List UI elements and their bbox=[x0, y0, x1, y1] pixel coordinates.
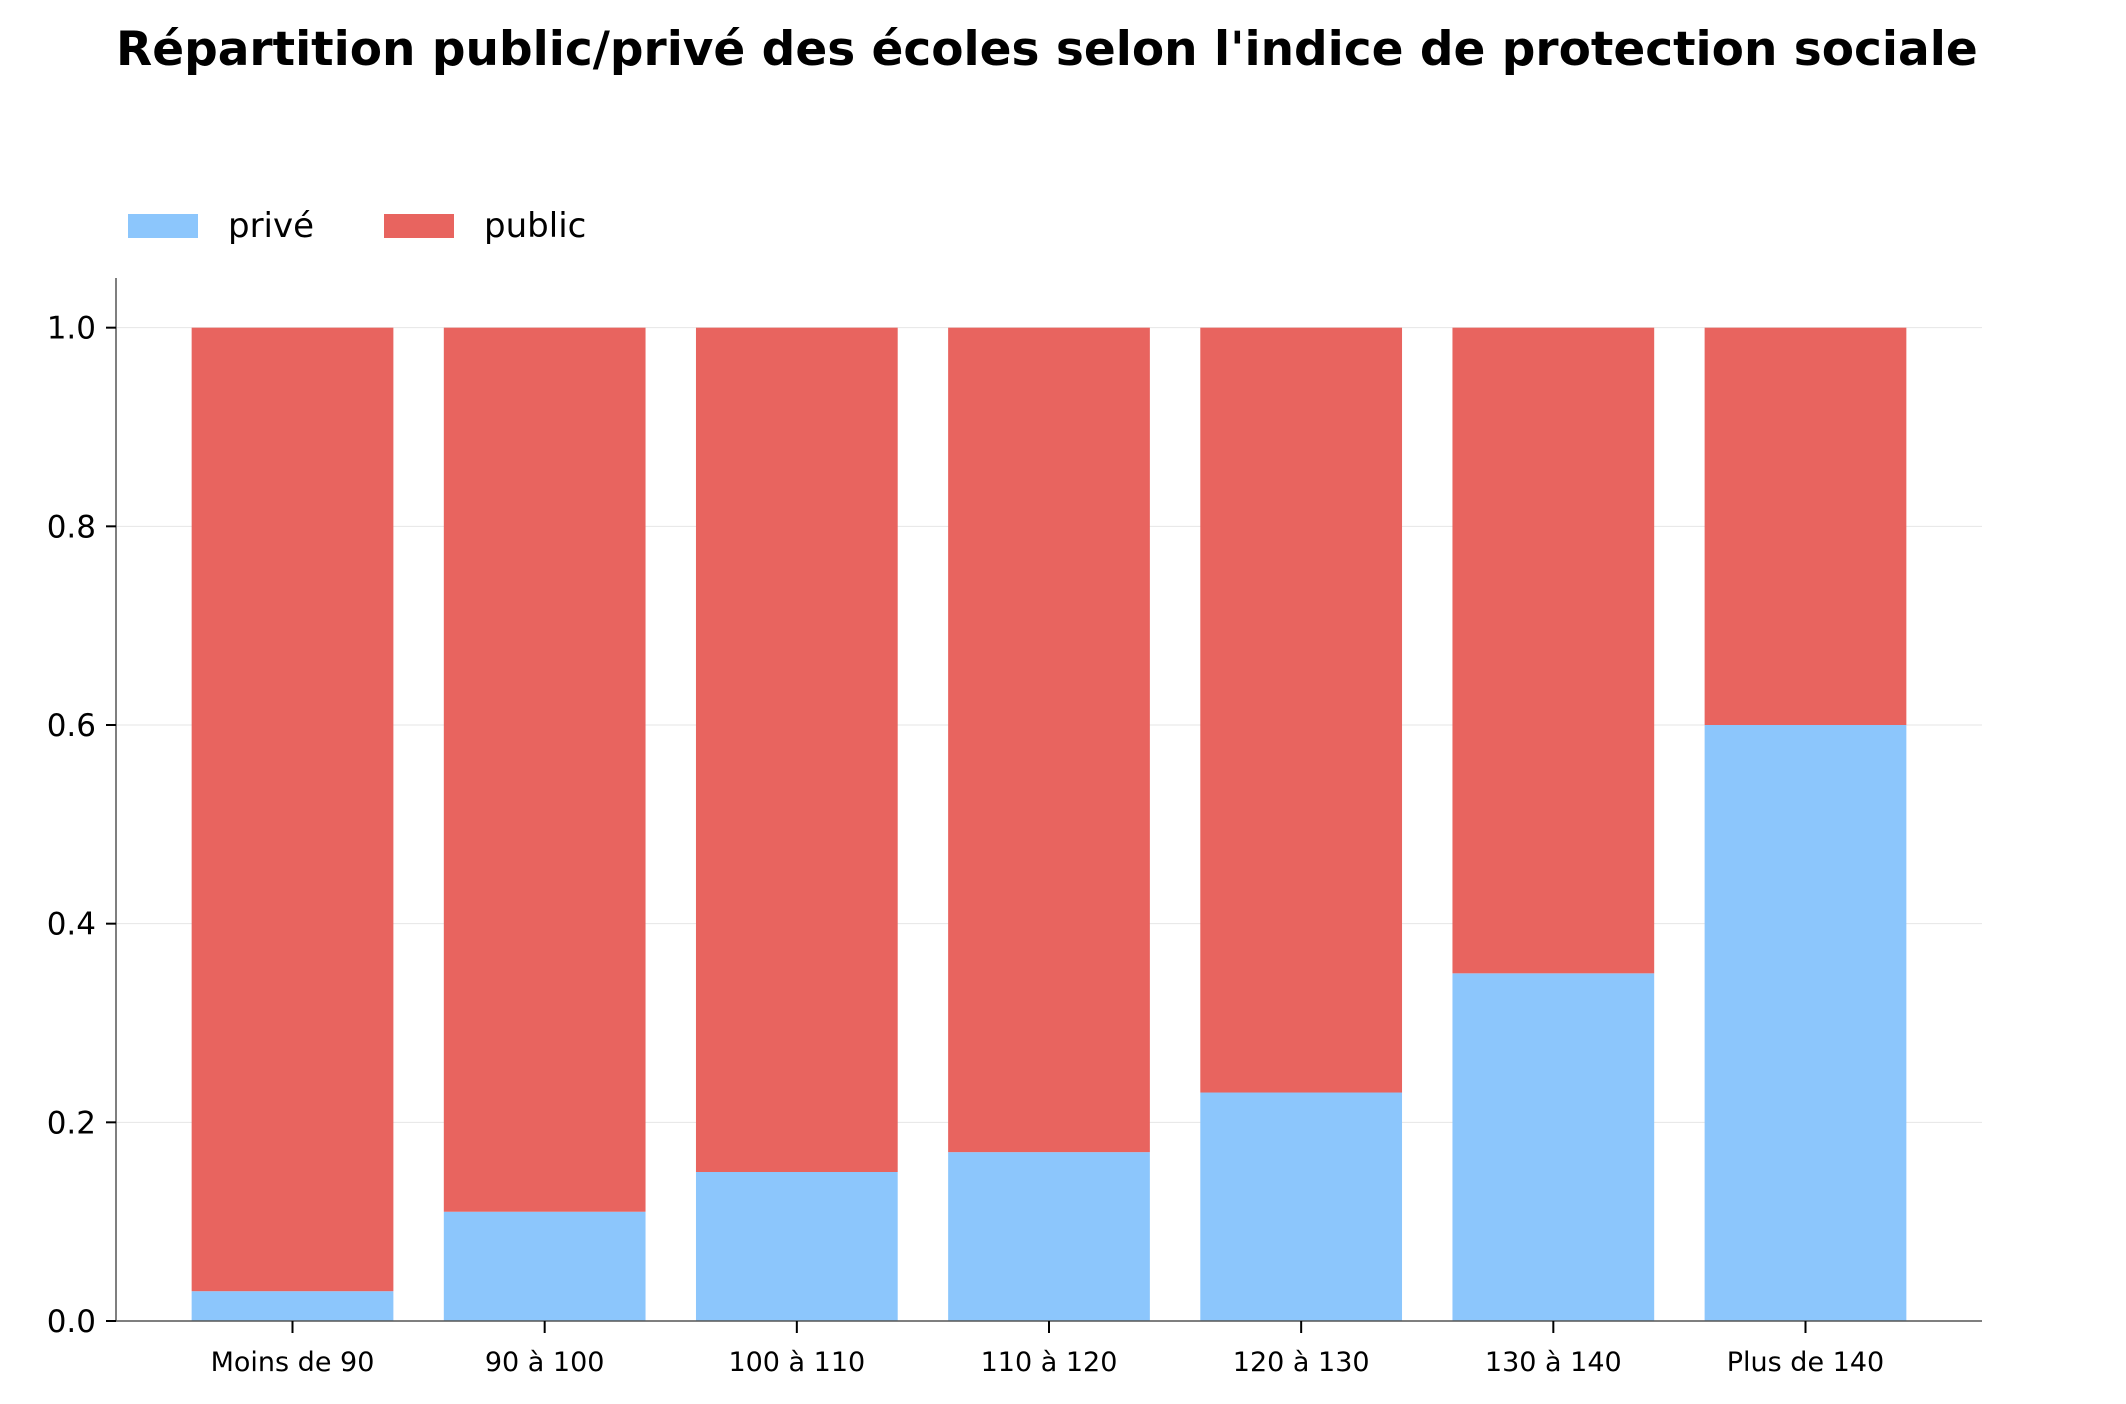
y-tick-label-0: 0.0 bbox=[47, 1304, 96, 1340]
legend-swatch-prive bbox=[128, 214, 198, 238]
chart-title: Répartition public/privé des écoles selo… bbox=[116, 22, 1978, 77]
y-tick-label-4: 0.8 bbox=[47, 509, 96, 545]
x-tick-label-3: 110 à 120 bbox=[981, 1347, 1118, 1378]
x-tick-label-4: 120 à 130 bbox=[1233, 1347, 1370, 1378]
bar-public-3 bbox=[948, 327, 1150, 1153]
legend-item-public: public bbox=[384, 206, 586, 246]
bar-prive-3 bbox=[948, 1152, 1150, 1321]
legend-swatch-public bbox=[384, 214, 455, 238]
x-tick-label-5: 130 à 140 bbox=[1485, 1347, 1622, 1378]
bar-prive-0 bbox=[191, 1291, 394, 1321]
bar-prive-5 bbox=[1452, 973, 1655, 1321]
legend-label-prive: privé bbox=[228, 206, 315, 246]
legend-label-public: public bbox=[484, 206, 587, 246]
y-tick-label-5: 1.0 bbox=[47, 311, 96, 347]
bar-public-6 bbox=[1704, 327, 1907, 725]
x-tick-label-2: 100 à 110 bbox=[728, 1347, 865, 1378]
bar-public-5 bbox=[1452, 327, 1655, 974]
x-tick-label-6: Plus de 140 bbox=[1727, 1347, 1884, 1378]
bar-prive-6 bbox=[1704, 725, 1907, 1321]
legend-item-prive: privé bbox=[128, 206, 314, 246]
x-tick-label-0: Moins de 90 bbox=[211, 1347, 375, 1378]
y-tick-label-1: 0.2 bbox=[47, 1105, 96, 1141]
bar-prive-2 bbox=[695, 1172, 898, 1321]
legend: privé public bbox=[128, 206, 656, 246]
bar-public-4 bbox=[1200, 327, 1403, 1093]
bar-public-2 bbox=[695, 327, 898, 1173]
bar-prive-4 bbox=[1200, 1092, 1403, 1321]
y-tick-label-3: 0.6 bbox=[47, 708, 96, 744]
bar-public-0 bbox=[191, 327, 394, 1292]
y-tick-label-2: 0.4 bbox=[47, 907, 96, 943]
bar-prive-1 bbox=[443, 1211, 646, 1321]
bar-public-1 bbox=[443, 327, 646, 1212]
x-tick-label-1: 90 à 100 bbox=[485, 1347, 605, 1378]
